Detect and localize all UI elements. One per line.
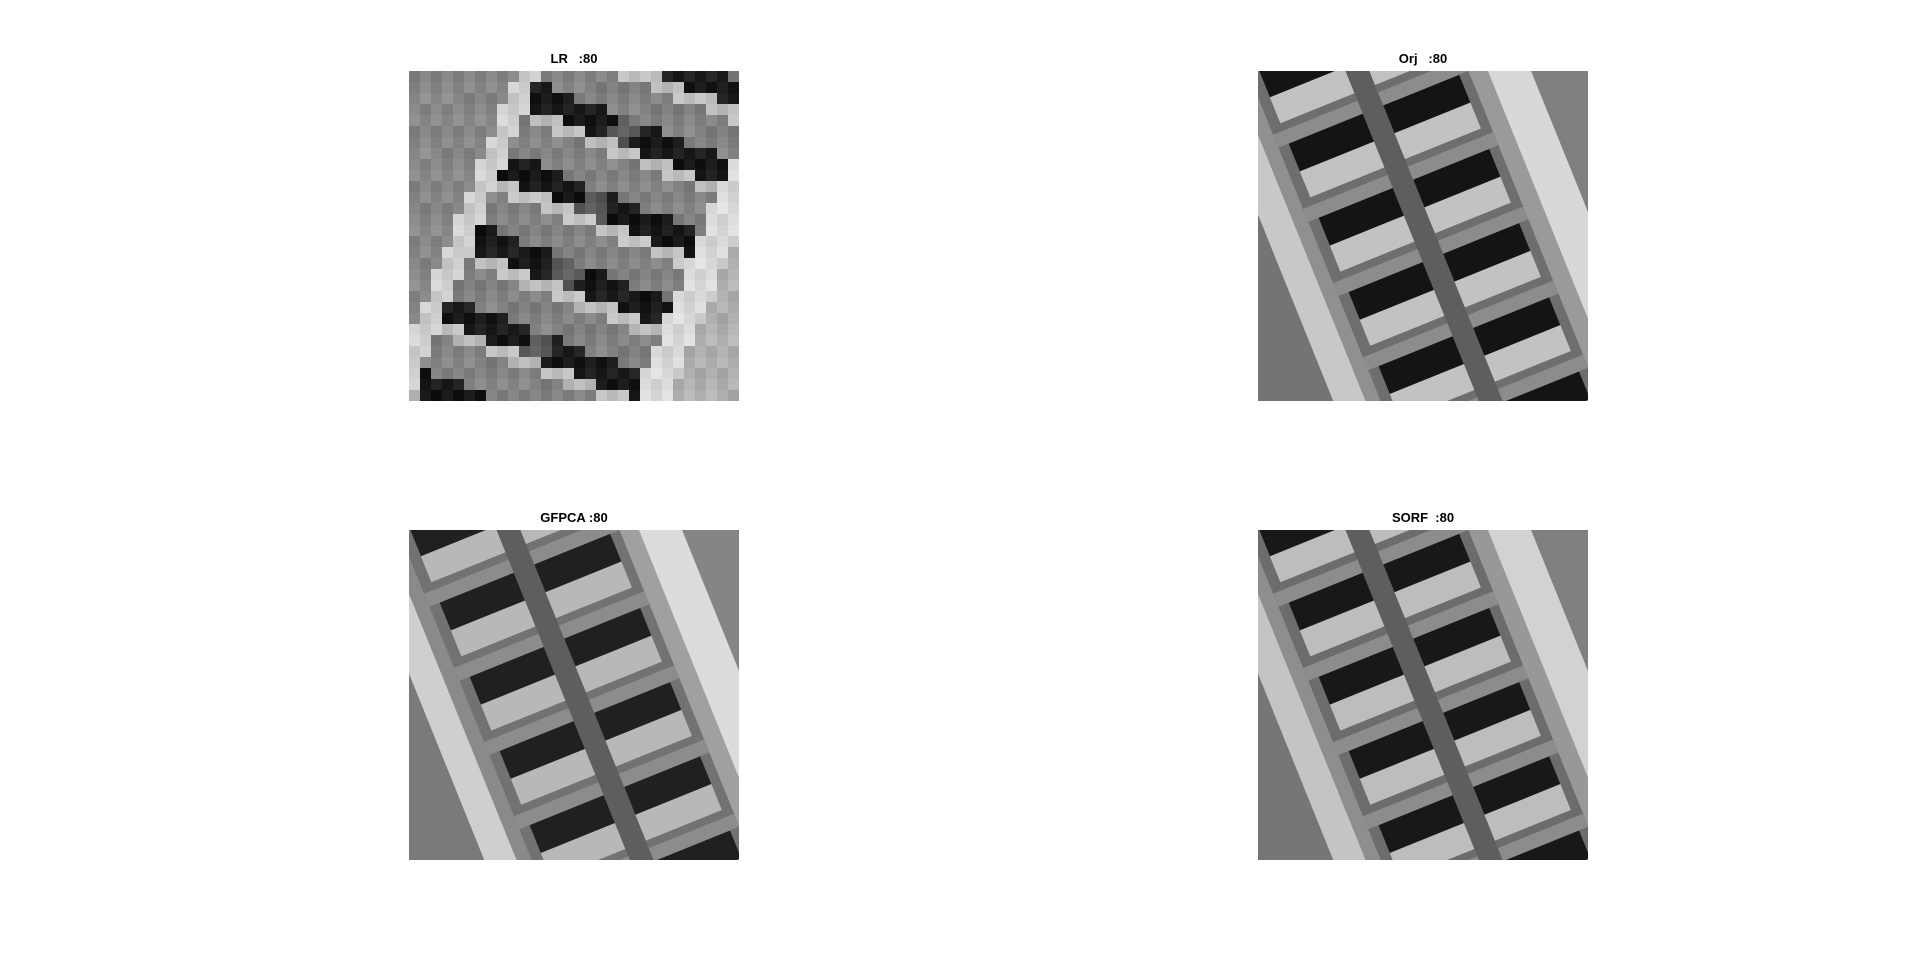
panel-orj: Orj :80 (1258, 51, 1588, 401)
panel-title-orj: Orj :80 (1398, 51, 1448, 66)
panel-lr: LR :80 (409, 51, 739, 401)
image-gfpca-graphic (409, 530, 739, 860)
image-sorf (1258, 530, 1588, 860)
panel-title-sorf: SORF :80 (1391, 510, 1455, 525)
image-sorf-graphic (1258, 530, 1588, 860)
image-gfpca (409, 530, 739, 860)
panel-gfpca: GFPCA :80 (409, 510, 739, 860)
image-lr (409, 71, 739, 401)
panel-title-lr: LR :80 (550, 51, 598, 66)
image-lr-graphic (409, 71, 739, 401)
image-orj-graphic (1258, 71, 1588, 401)
panel-sorf: SORF :80 (1258, 510, 1588, 860)
image-orj (1258, 71, 1588, 401)
panel-title-gfpca: GFPCA :80 (540, 510, 608, 525)
